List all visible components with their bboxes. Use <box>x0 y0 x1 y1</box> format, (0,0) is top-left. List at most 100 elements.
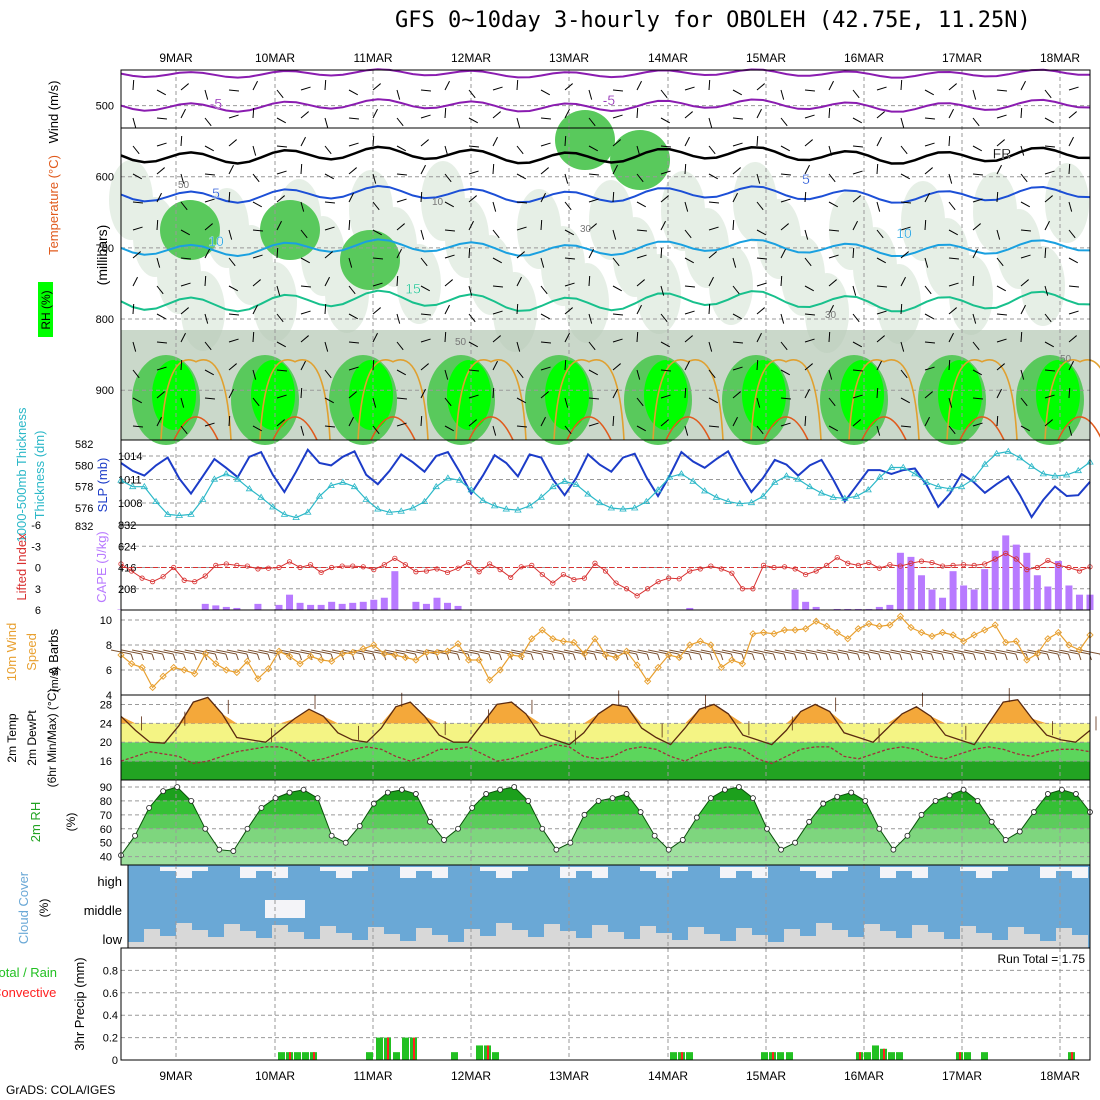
rh-point <box>707 795 714 802</box>
wind-barb <box>708 369 716 379</box>
thickness-point <box>759 492 767 499</box>
lifted-index-point <box>139 575 145 581</box>
wind-barb <box>804 191 807 203</box>
wind-barb <box>204 117 212 127</box>
precip-bar <box>376 1037 383 1060</box>
surface-wind-barb <box>941 653 945 661</box>
wind-barb <box>636 254 647 259</box>
wind-barb <box>516 79 519 91</box>
lifted-index-point <box>592 560 598 566</box>
wind-barb <box>804 257 812 267</box>
wind-barb <box>996 257 1004 267</box>
wind-barb <box>252 229 263 232</box>
lifted-index-point <box>1055 562 1062 568</box>
surface-wind-barb <box>962 653 966 661</box>
wind-barb <box>300 335 309 343</box>
wind-barb <box>396 145 407 152</box>
temp-contour-20 <box>750 359 822 441</box>
low-cloud-block <box>496 923 512 948</box>
low-cloud-block <box>576 938 592 948</box>
wind-barb <box>924 257 929 268</box>
wind-barb <box>156 285 164 295</box>
wind-barb <box>564 257 575 260</box>
wind-barb <box>1020 254 1031 259</box>
temp-tick: 28 <box>100 699 112 711</box>
lifted-index-point <box>149 579 156 585</box>
wind-barb <box>396 89 401 100</box>
wind-barb <box>300 136 306 147</box>
low-cloud-block <box>320 926 336 948</box>
wind-speed-point <box>591 635 599 643</box>
wind-barb <box>444 229 455 232</box>
x-tick-label-bottom: 16MAR <box>844 1069 884 1083</box>
wind-barb <box>180 173 185 184</box>
wind-barb <box>468 170 479 175</box>
rh-point <box>665 846 672 853</box>
wind-barb <box>396 117 404 127</box>
lifted-index-point <box>708 563 714 569</box>
wind-barb <box>132 79 135 91</box>
low-cloud-block <box>432 935 448 948</box>
surface-wind-barb <box>184 649 205 655</box>
wind-barb <box>612 139 621 147</box>
wind-speed-point <box>275 647 283 655</box>
wind-barb <box>180 257 191 260</box>
wind-barb <box>180 229 191 236</box>
middle-cloud-block <box>265 900 305 918</box>
x-tick-label-top: 10MAR <box>255 51 295 65</box>
cape-bar <box>233 607 241 610</box>
surface-wind-barb <box>341 653 345 661</box>
lifted-index-point <box>613 580 619 586</box>
rh-band-fill <box>121 780 1090 787</box>
wind-speed-point <box>138 663 146 672</box>
thickness-point <box>992 449 1001 456</box>
rh-band <box>1045 163 1089 243</box>
wind-barb <box>300 310 311 315</box>
lifted-index-point <box>771 564 777 571</box>
thickness-point <box>187 510 195 517</box>
wind-barb <box>1044 247 1047 259</box>
wind-label-2: Speed <box>24 633 39 671</box>
lifted-index-point <box>255 566 261 572</box>
wind-speed-point <box>770 630 778 638</box>
wind-barb <box>468 117 479 124</box>
thickness-point <box>771 478 779 485</box>
wind-barb <box>372 307 381 315</box>
precip-bar <box>686 1052 693 1060</box>
wind-speed-point <box>823 622 831 630</box>
low-cloud-block <box>144 929 160 948</box>
wind-barb <box>972 313 977 324</box>
precip-bar <box>964 1052 971 1060</box>
surface-wind-barb <box>806 649 827 655</box>
wind-speed-point <box>528 635 536 643</box>
wind-barb <box>492 335 501 343</box>
lifted-index-point <box>760 562 767 568</box>
cape-bar <box>928 589 936 610</box>
low-cloud-block <box>656 933 672 948</box>
wind-barb <box>228 89 239 92</box>
wind-barb <box>972 397 983 400</box>
high-cloud-block <box>1056 867 1072 871</box>
wind-barb <box>180 332 186 343</box>
wind-barb <box>204 145 215 152</box>
wind-barb <box>876 425 881 436</box>
cape-bar <box>1033 575 1041 610</box>
wind-barb <box>684 136 690 147</box>
thickness-point <box>595 498 604 506</box>
high-cloud-block <box>272 867 288 878</box>
surface-wind-barb <box>858 649 879 655</box>
wind-barb <box>276 117 287 124</box>
cape-bar <box>201 603 209 610</box>
surface-wind-barb <box>151 653 155 661</box>
cape-bar <box>812 606 820 610</box>
wind-barb <box>156 219 159 231</box>
wind-barb <box>684 86 695 91</box>
wind-barb <box>612 415 615 427</box>
thickness-point <box>852 492 861 499</box>
high-cloud-block <box>512 867 528 871</box>
rh-point <box>1059 786 1065 793</box>
high-cloud-block <box>576 867 592 871</box>
x-tick-label-top: 9MAR <box>159 51 193 65</box>
rh-band <box>340 230 400 290</box>
wind-barb <box>636 279 645 287</box>
